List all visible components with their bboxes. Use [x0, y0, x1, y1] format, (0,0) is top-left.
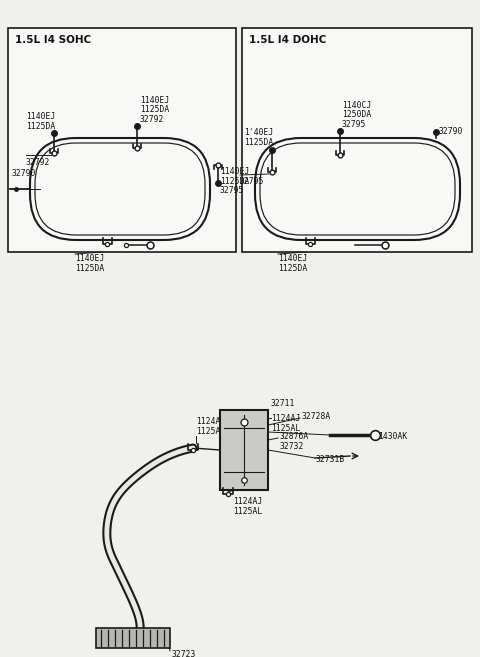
- Text: 1124AJ
1125AL: 1124AJ 1125AL: [271, 414, 300, 433]
- Text: 32732: 32732: [280, 442, 304, 451]
- Text: 1140EJ
1125DA
32792: 1140EJ 1125DA 32792: [140, 96, 169, 124]
- Text: 1'40EJ
1125DA: 1'40EJ 1125DA: [244, 128, 273, 147]
- Text: 32790: 32790: [12, 170, 36, 179]
- Polygon shape: [96, 628, 170, 648]
- Text: 1140CJ
1250DA
32795: 1140CJ 1250DA 32795: [342, 101, 371, 129]
- Text: 32711: 32711: [271, 399, 295, 408]
- Text: 1140EJ
1125DA: 1140EJ 1125DA: [278, 254, 307, 273]
- Text: 1124AJ
1125AL: 1124AJ 1125AL: [196, 417, 225, 436]
- Text: 32723: 32723: [172, 650, 196, 657]
- Text: 32792: 32792: [26, 158, 50, 167]
- Text: 32795: 32795: [240, 177, 264, 186]
- Text: 1430AK: 1430AK: [378, 432, 407, 441]
- Text: 1.5L I4 DOHC: 1.5L I4 DOHC: [249, 35, 326, 45]
- FancyBboxPatch shape: [242, 28, 472, 252]
- Text: 1140EJ
1125DA
32795: 1140EJ 1125DA 32795: [220, 167, 249, 195]
- Text: 32876A: 32876A: [280, 432, 309, 441]
- Text: 1124AJ
1125AL: 1124AJ 1125AL: [233, 497, 262, 516]
- Text: 1.5L I4 SOHC: 1.5L I4 SOHC: [15, 35, 91, 45]
- Text: 1140EJ
1125DA: 1140EJ 1125DA: [26, 112, 55, 131]
- Text: 32731B: 32731B: [316, 455, 345, 464]
- Text: 1140EJ
1125DA: 1140EJ 1125DA: [75, 254, 104, 273]
- Text: 32790: 32790: [439, 127, 463, 137]
- Text: 32728A: 32728A: [302, 412, 331, 421]
- Polygon shape: [220, 410, 268, 490]
- FancyBboxPatch shape: [8, 28, 236, 252]
